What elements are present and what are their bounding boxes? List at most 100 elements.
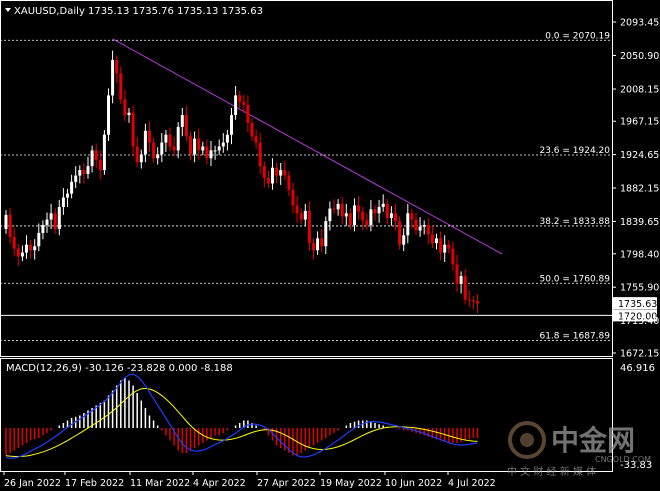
candle-body	[66, 193, 69, 198]
candle-body	[139, 154, 143, 163]
time-tick-label: 4 Jul 2022	[448, 478, 496, 489]
candle-body	[258, 142, 262, 167]
candle-body	[447, 244, 451, 249]
candle-body	[275, 167, 279, 176]
time-tick-label: 27 Apr 2022	[257, 478, 316, 489]
candle-body	[254, 136, 258, 143]
price-tick-label: 2050.90	[620, 51, 659, 62]
logo-icon	[508, 421, 546, 459]
fib-level-label: 38.2 = 1833.88	[539, 217, 610, 227]
candle-body	[217, 146, 221, 151]
candle-body	[4, 214, 8, 229]
price-tick-label: 2093.45	[620, 18, 659, 29]
fib-level-label: 50.0 = 1760.89	[539, 274, 610, 284]
candle-body	[377, 206, 381, 214]
ohlc-label: 1735.13 1735.76 1735.13 1735.63	[88, 6, 263, 17]
candle-body	[123, 99, 127, 116]
candle-body	[8, 214, 12, 237]
candle-body	[422, 225, 426, 227]
candle-body	[70, 181, 74, 194]
candle-body	[152, 142, 156, 159]
candles	[4, 50, 479, 314]
candle-body	[455, 264, 459, 284]
fib-levels: 0.0 = 2070.19 23.6 = 1924.20 38.2 = 1833.8…	[0, 31, 612, 342]
candle-body	[164, 134, 168, 143]
time-tick-label: 19 May 2022	[320, 478, 382, 489]
candle-body	[414, 219, 418, 231]
candle-body	[25, 244, 28, 253]
candle-body	[357, 205, 361, 212]
candle-body	[295, 205, 299, 214]
price-axis: 2093.45 2050.90 2008.15 1967.15 1924.65 1882.…	[612, 18, 659, 360]
time-axis: 26 Jan 2022 17 Feb 2022 11 Mar 2022 4 Apr 2…	[3, 471, 496, 489]
watermark-brand: 中金网	[551, 424, 635, 457]
candle-body	[430, 234, 434, 244]
candle-body	[451, 248, 455, 265]
price-tick-label: 1839.65	[620, 217, 659, 228]
candle-body	[12, 236, 16, 249]
candle-body	[279, 170, 283, 176]
candle-body	[262, 166, 266, 178]
candle-body	[283, 170, 287, 176]
macd-signal-line	[5, 387, 478, 458]
candle-body	[102, 134, 106, 171]
candle-body	[205, 146, 209, 159]
trendline-line[interactable]	[112, 38, 503, 255]
candle-body	[312, 243, 315, 251]
candle-body	[189, 136, 192, 155]
macd-axis-bottom: -33.83	[620, 460, 652, 471]
price-tick-label: 1755.90	[620, 283, 659, 294]
time-tick-label: 4 Apr 2022	[193, 478, 246, 489]
trendline[interactable]	[112, 38, 503, 255]
candle-body	[180, 115, 184, 127]
candle-body	[418, 226, 422, 231]
watermark-domain: CNGOLD.COM	[595, 455, 651, 464]
candle-body	[328, 208, 332, 222]
candle-body	[316, 238, 320, 251]
candle-body	[131, 112, 135, 147]
candle-body	[463, 276, 467, 300]
line-price-badge	[613, 309, 657, 322]
candle-body	[86, 166, 90, 174]
candle-body	[307, 210, 311, 244]
candle-body	[369, 209, 373, 226]
candle-body	[221, 142, 225, 147]
candle-body	[111, 60, 115, 96]
candle-body	[94, 150, 98, 160]
candle-body	[115, 60, 119, 74]
candle-body	[41, 225, 45, 233]
candle-body	[49, 213, 53, 220]
candle-body	[381, 203, 385, 207]
candle-body	[20, 252, 24, 257]
candle-body	[57, 206, 61, 229]
candle-body	[119, 73, 123, 100]
candle-body	[160, 142, 164, 155]
price-tick-label: 1672.15	[620, 349, 659, 360]
candle-body	[344, 213, 348, 217]
candle-body	[291, 189, 295, 206]
price-tick-label: 1924.65	[620, 150, 659, 161]
candle-body	[246, 104, 250, 123]
candle-body	[82, 170, 86, 174]
dropdown-triangle-icon[interactable]	[5, 8, 11, 12]
candle-body	[90, 150, 94, 167]
time-tick-label: 11 Mar 2022	[130, 478, 190, 489]
macd-line	[5, 373, 478, 459]
fib-level-label: 61.8 = 1687.89	[539, 332, 610, 342]
macd-header-label: MACD(12,26,9) -30.126 -23.828 0.000 -8.1…	[6, 363, 233, 374]
candle-body	[172, 146, 176, 151]
candle-body	[303, 210, 307, 220]
macd-axis: 46.916 -33.83	[620, 363, 655, 471]
candle-body	[176, 126, 180, 151]
candle-body	[459, 276, 463, 284]
candle-body	[353, 205, 356, 226]
candle-body	[225, 134, 229, 143]
candle-body	[127, 112, 131, 116]
candle-body	[107, 95, 110, 135]
fib-level-label: 0.0 = 2070.19	[545, 31, 610, 41]
candle-body	[320, 238, 324, 247]
candle-body	[443, 244, 447, 253]
price-panel-border	[0, 0, 613, 357]
watermark-logo: 中金网 CNGOLD.COM 中 文 财 经 新 媒 体	[507, 421, 651, 478]
